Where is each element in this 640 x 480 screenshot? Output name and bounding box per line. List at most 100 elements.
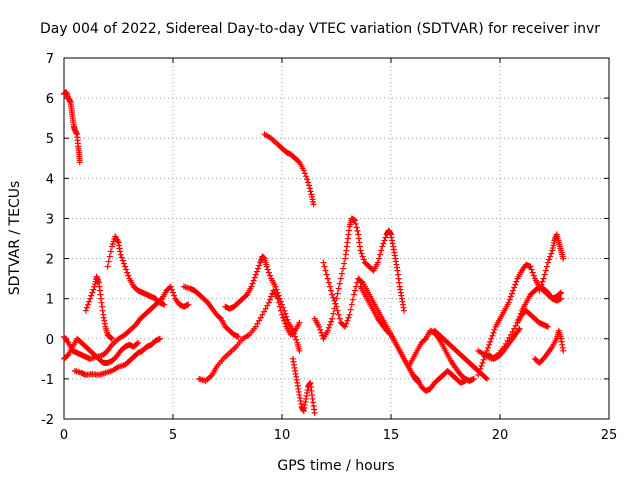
series-track-h xyxy=(180,283,242,340)
data-point xyxy=(125,272,132,279)
data-point xyxy=(120,260,127,267)
y-tick-label: 0 xyxy=(46,333,54,348)
data-point xyxy=(354,227,361,234)
y-tick-label: 5 xyxy=(46,132,54,147)
series-track-s xyxy=(531,327,567,366)
data-point xyxy=(511,284,518,291)
data-point xyxy=(379,243,386,250)
data-point xyxy=(326,283,333,290)
data-point xyxy=(248,283,255,290)
data-point xyxy=(359,253,366,260)
data-point xyxy=(118,254,125,261)
data-point xyxy=(335,285,342,292)
data-point xyxy=(106,253,113,260)
data-point xyxy=(311,409,318,416)
data-point xyxy=(347,306,354,313)
data-point xyxy=(292,333,299,340)
data-point xyxy=(377,251,384,258)
data-point xyxy=(264,302,271,309)
data-point xyxy=(280,304,287,311)
series-track-g xyxy=(61,335,142,366)
data-point xyxy=(252,271,259,278)
data-point xyxy=(558,295,565,302)
y-tick-label: 3 xyxy=(46,212,54,227)
data-point xyxy=(352,217,359,224)
data-point xyxy=(344,317,351,324)
data-point xyxy=(324,327,331,334)
data-point xyxy=(382,234,389,241)
data-point xyxy=(281,317,288,324)
data-point xyxy=(304,176,311,183)
y-axis-label: SDTVAR / TECUs xyxy=(7,181,23,296)
data-point xyxy=(82,307,89,314)
data-point xyxy=(305,179,312,186)
data-point xyxy=(546,256,553,263)
data-point xyxy=(360,256,367,263)
data-point xyxy=(508,290,515,297)
data-point xyxy=(421,336,428,343)
data-point xyxy=(358,250,365,257)
data-point xyxy=(336,280,343,287)
data-point xyxy=(265,269,272,276)
data-point xyxy=(470,375,477,382)
data-point xyxy=(330,294,337,301)
data-points xyxy=(61,89,567,416)
data-point xyxy=(89,289,96,296)
data-point xyxy=(122,263,129,270)
data-point xyxy=(320,259,327,266)
data-point xyxy=(528,266,535,273)
series-track-l xyxy=(311,215,408,342)
data-point xyxy=(135,339,142,346)
data-point xyxy=(512,322,519,329)
data-point xyxy=(386,330,393,337)
data-point xyxy=(475,371,482,378)
y-tick-label: 1 xyxy=(46,293,54,308)
data-point xyxy=(413,374,420,381)
data-point xyxy=(301,170,308,177)
data-point xyxy=(330,310,337,317)
data-point xyxy=(547,253,554,260)
series-track-n xyxy=(357,283,469,394)
data-point xyxy=(104,263,111,270)
series-track-j xyxy=(222,253,303,354)
data-point xyxy=(374,259,381,266)
data-point xyxy=(123,266,130,273)
data-point xyxy=(485,344,492,351)
x-axis-label: GPS time / hours xyxy=(277,458,394,474)
data-point xyxy=(252,323,259,330)
data-point xyxy=(338,270,345,277)
data-point xyxy=(117,251,124,258)
series-track-d xyxy=(71,335,163,378)
data-point xyxy=(306,185,313,192)
data-point xyxy=(274,289,281,296)
data-point xyxy=(479,359,486,366)
data-point xyxy=(483,375,490,382)
data-point xyxy=(340,265,347,272)
y-tick-label: -2 xyxy=(41,413,54,428)
data-point xyxy=(336,315,343,322)
data-point xyxy=(328,318,335,325)
data-point xyxy=(487,338,494,345)
data-point xyxy=(268,293,275,300)
data-point xyxy=(253,268,260,275)
data-point xyxy=(90,286,97,293)
y-tick-label: -1 xyxy=(41,373,54,388)
grid xyxy=(64,58,609,419)
data-point xyxy=(310,201,317,208)
data-point xyxy=(282,310,289,317)
data-point xyxy=(322,267,329,274)
data-point xyxy=(346,311,353,318)
data-point xyxy=(488,335,495,342)
data-point xyxy=(284,316,291,323)
data-point xyxy=(507,293,514,300)
data-point xyxy=(87,295,94,302)
data-point xyxy=(243,292,250,299)
data-point xyxy=(505,299,512,306)
data-point xyxy=(290,330,297,337)
x-tick-label: 25 xyxy=(601,428,618,443)
data-point xyxy=(328,287,335,294)
data-point xyxy=(119,257,126,264)
data-point xyxy=(302,173,309,180)
data-point xyxy=(334,307,341,314)
data-point xyxy=(305,182,312,189)
